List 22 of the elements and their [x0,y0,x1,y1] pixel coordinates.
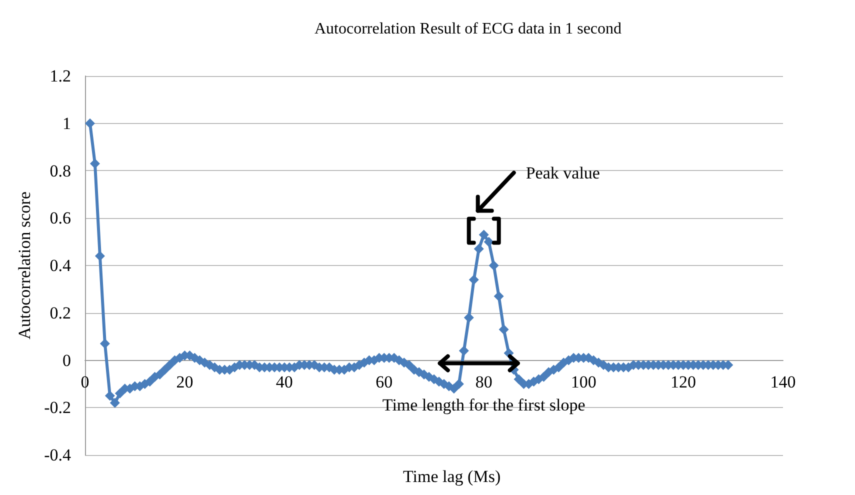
x-tick-label: 40 [276,372,293,392]
x-tick-label: 100 [570,372,596,392]
y-tick-label: 1 [62,114,71,133]
annotation: Peak value [526,164,600,183]
y-tick-label: 0 [62,350,71,370]
x-tick-label: 140 [770,372,796,392]
y-tick-label: 0.4 [50,256,72,275]
x-tick-label: 120 [670,372,696,392]
x-tick-label: 20 [176,372,194,392]
x-tick-label: 80 [475,372,492,392]
y-tick-label: 0.8 [50,161,71,180]
y-tick-label: 0.2 [50,303,71,322]
y-tick-label: 0.6 [50,208,71,228]
x-tick-label: 60 [376,372,393,392]
x-tick-label: 0 [80,372,90,392]
x-axis-title: Time lag (Ms) [403,467,501,486]
annotation: Time length for the first slope [382,395,586,414]
y-axis-title: Autocorrelation score [15,192,34,340]
y-tick-label: -0.4 [44,446,72,464]
y-tick-label: -0.2 [44,398,71,418]
chart-title: Autocorrelation Result of ECG data in 1 second [314,20,622,38]
y-tick-label: 1.2 [50,66,71,86]
